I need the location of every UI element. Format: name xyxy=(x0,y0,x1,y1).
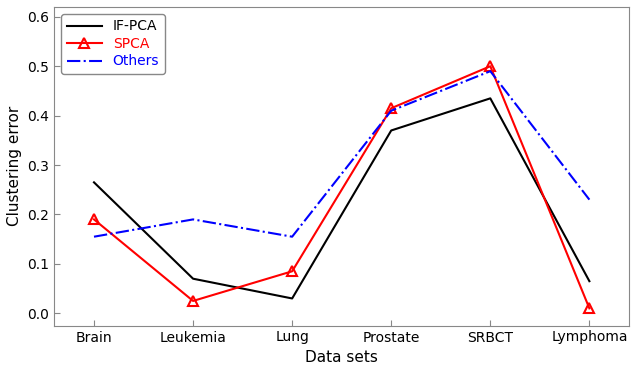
Legend: IF-PCA, SPCA, Others: IF-PCA, SPCA, Others xyxy=(61,14,164,74)
Y-axis label: Clustering error: Clustering error xyxy=(7,106,22,227)
X-axis label: Data sets: Data sets xyxy=(305,350,378,365)
